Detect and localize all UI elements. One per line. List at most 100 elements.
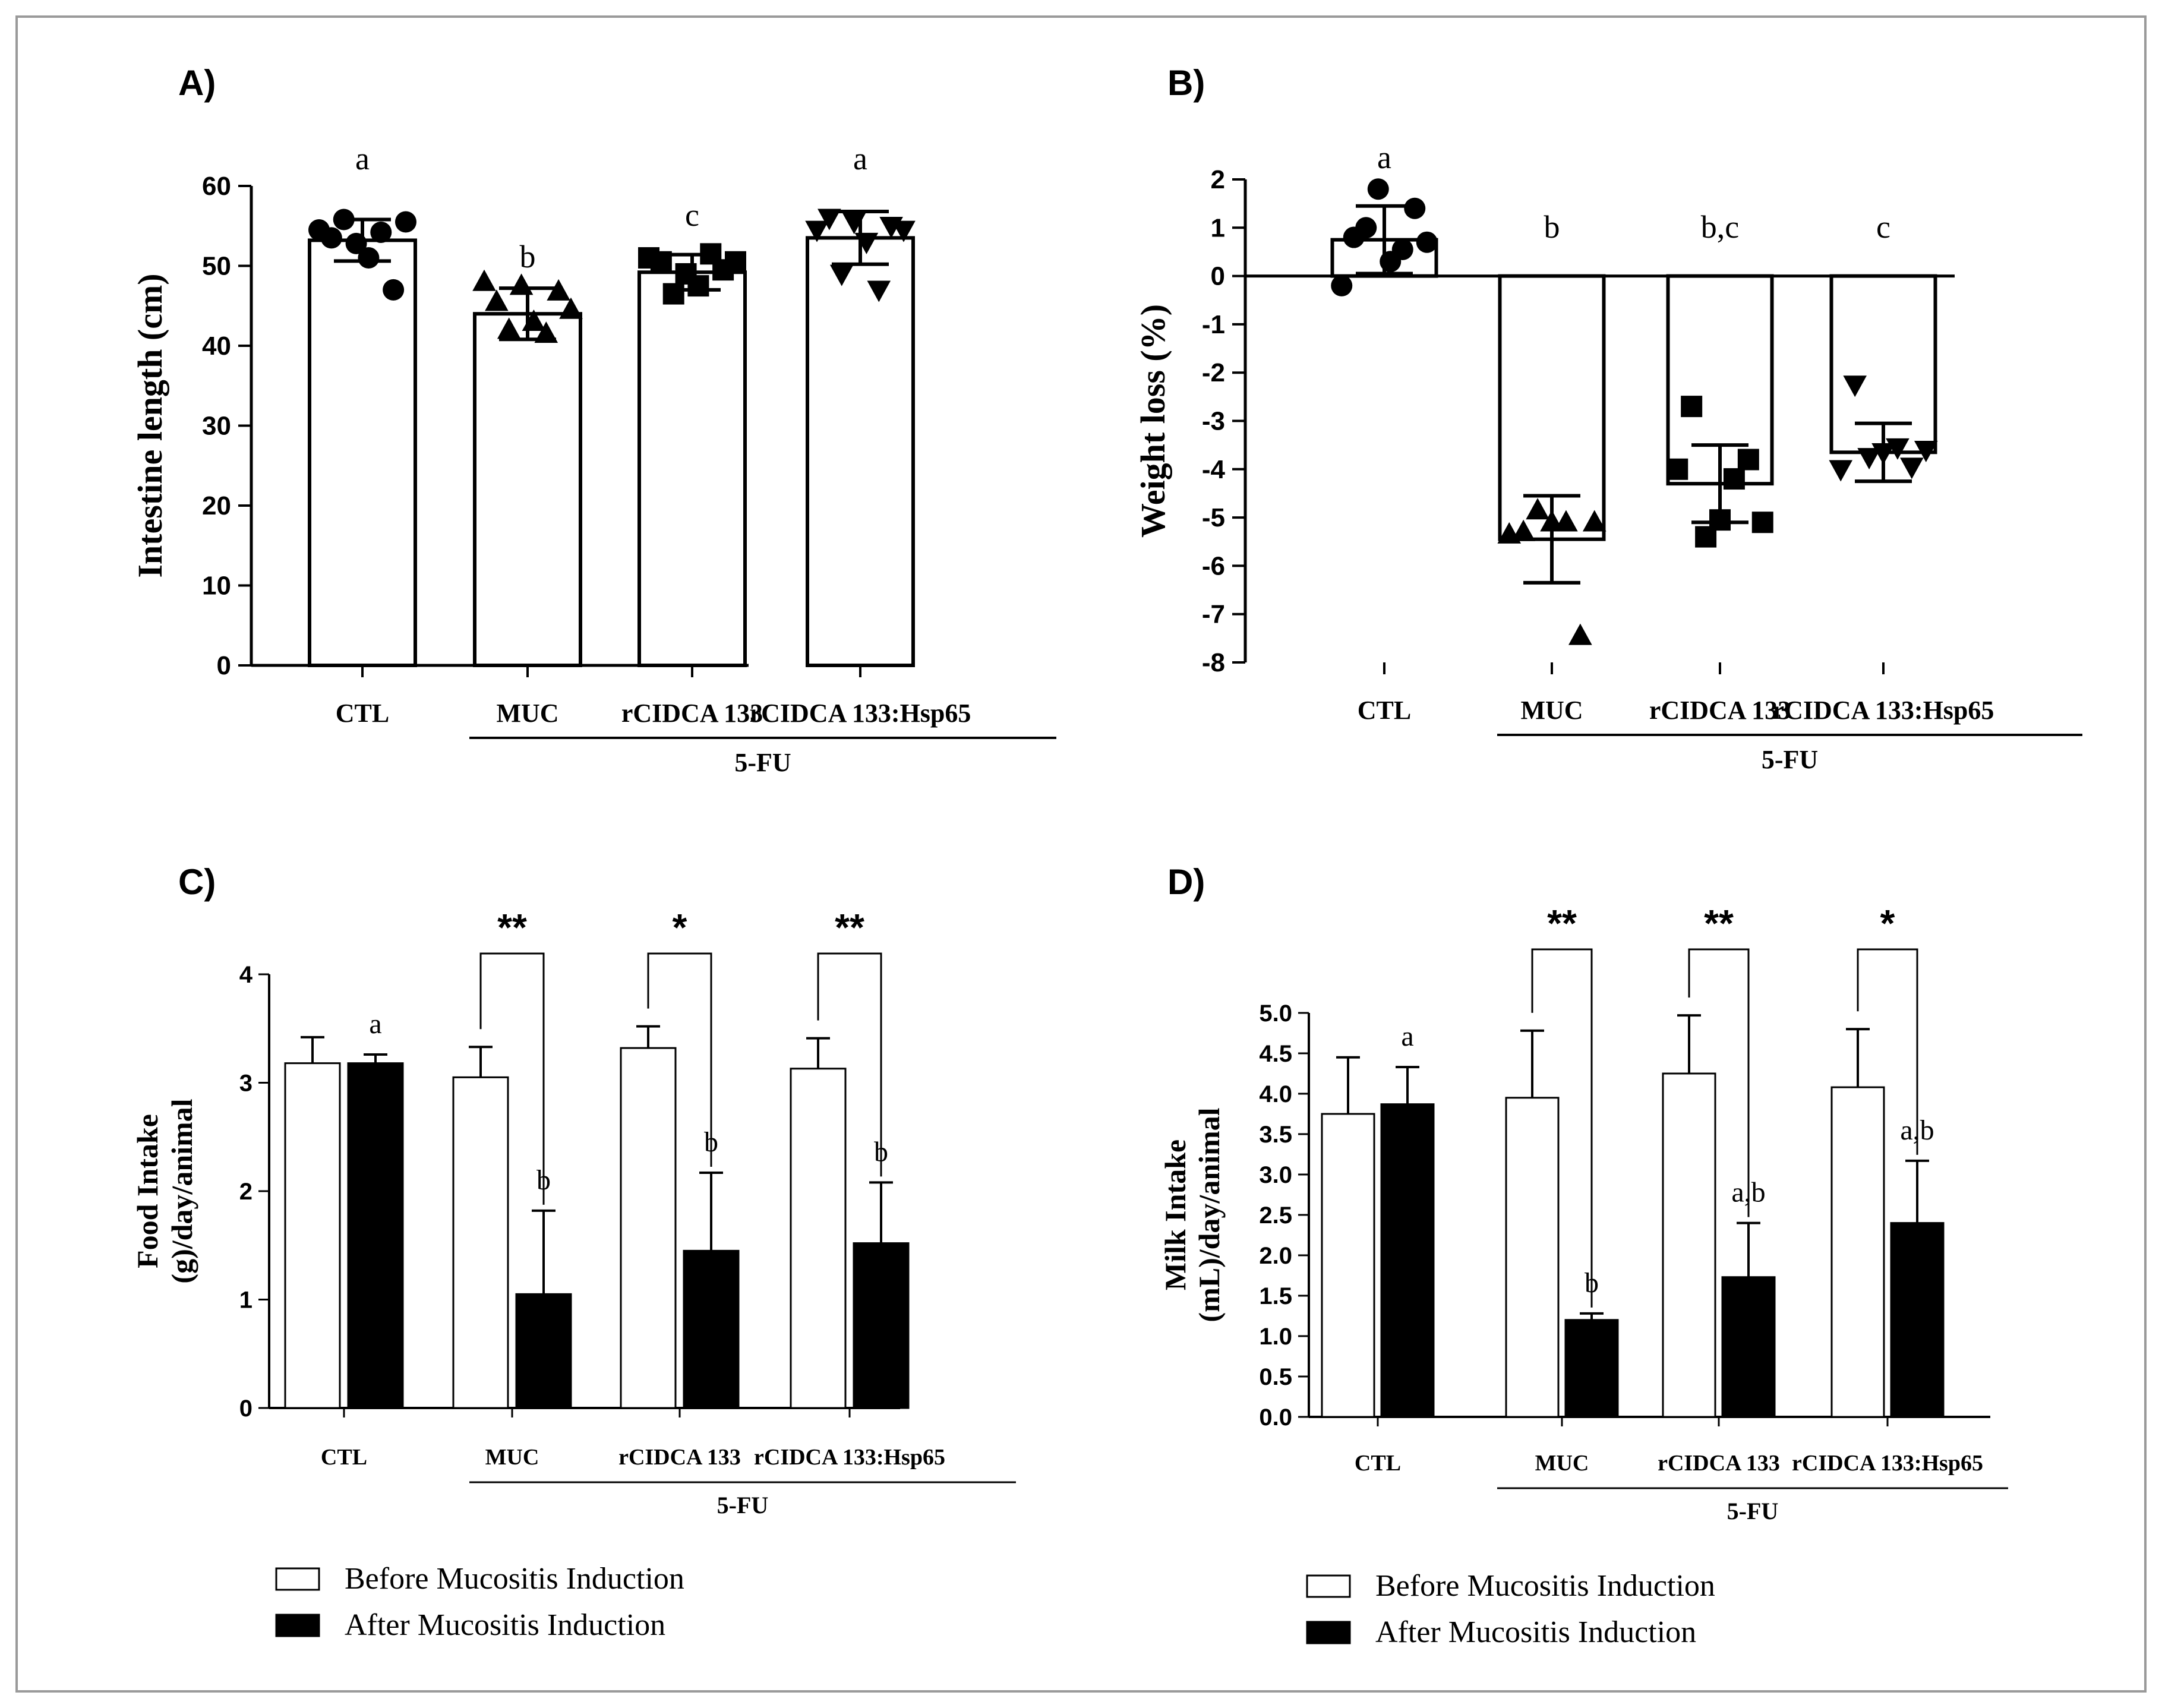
significance-stars: **	[497, 906, 527, 949]
data-point	[1331, 274, 1353, 296]
legend-label-before: Before Mucositis Induction	[1375, 1569, 1715, 1603]
bar-after	[1380, 1103, 1435, 1418]
data-point	[1900, 457, 1924, 479]
y-tick-label: 1.0	[1259, 1324, 1292, 1350]
x-tick-label: rCIDCA 133:Hsp65	[1773, 696, 1994, 725]
data-point	[724, 251, 746, 273]
data-point	[1554, 510, 1578, 532]
data-point	[818, 209, 841, 231]
x-tick-label: CTL	[1355, 1451, 1401, 1476]
bar-before	[620, 1047, 677, 1409]
group-label: 5-FU	[1727, 1498, 1779, 1524]
bar-before	[452, 1076, 509, 1409]
y-tick-label: 5.0	[1259, 1000, 1292, 1027]
data-point	[1355, 217, 1377, 239]
data-point	[829, 264, 854, 286]
y-tick-label: 60	[202, 172, 231, 201]
y-tick-label: -2	[1202, 358, 1225, 387]
bar	[473, 312, 582, 667]
y-axis-label: Milk Intake	[1159, 1139, 1192, 1290]
data-point	[1568, 623, 1592, 645]
y-tick-label: 4	[239, 962, 253, 988]
data-point	[892, 220, 916, 242]
y-axis-label: (mL)/day/animal	[1192, 1107, 1226, 1322]
bar-before	[790, 1068, 847, 1409]
legend-label-before: Before Mucositis Induction	[345, 1562, 684, 1596]
significance-letter: b	[1544, 209, 1560, 245]
panel-d: D) Milk Intake (mL)/day/animal 0.0 0.5 1.0 1.5…	[1159, 862, 2008, 1649]
significance-letter: a	[853, 141, 867, 176]
comparison-bracket	[817, 952, 882, 1177]
y-tick-label: 2	[239, 1179, 253, 1205]
comparison-bracket	[1688, 948, 1750, 1217]
bar	[308, 238, 417, 667]
y-tick-label: 40	[202, 332, 231, 361]
figure-frame	[15, 15, 2147, 1693]
bar-after	[1890, 1222, 1945, 1418]
significance-letter: b	[520, 239, 536, 274]
data-point	[1737, 449, 1759, 471]
bar	[637, 270, 747, 667]
y-tick-label: 2.5	[1259, 1202, 1292, 1229]
group-label: 5-FU	[717, 1492, 769, 1518]
x-tick-label: MUC	[1520, 696, 1583, 725]
significance-letter: b,c	[1701, 209, 1739, 245]
y-axis-label: Weight loss (%)	[1134, 304, 1172, 538]
group-label: 5-FU	[734, 748, 791, 777]
x-tick-label: CTL	[1358, 696, 1411, 725]
significance-letter: a	[1377, 140, 1391, 175]
data-point	[1843, 375, 1867, 397]
panel-label: B)	[1167, 63, 1205, 103]
data-point	[522, 309, 546, 331]
legend-swatch-before	[275, 1567, 320, 1591]
significance-letter: c	[1876, 209, 1890, 245]
y-tick-label: 2.0	[1259, 1243, 1292, 1269]
x-tick-label: MUC	[485, 1445, 539, 1470]
significance-letter: a	[369, 1008, 381, 1040]
bar-after	[515, 1293, 572, 1409]
y-tick-label: 20	[202, 491, 231, 520]
y-tick-label: 4.0	[1259, 1081, 1292, 1107]
data-point	[547, 279, 570, 301]
y-tick-label: 30	[202, 412, 231, 441]
y-tick-label: 1.5	[1259, 1283, 1292, 1309]
legend-swatch-before	[1306, 1574, 1351, 1598]
data-point	[1667, 458, 1688, 480]
bar-before	[284, 1062, 341, 1409]
data-point	[1886, 438, 1909, 460]
data-point	[1526, 498, 1549, 520]
legend-label-after: After Mucositis Induction	[1375, 1615, 1696, 1649]
data-point	[1709, 509, 1731, 531]
significance-letter: a	[1401, 1021, 1413, 1052]
significance-letter: a	[355, 141, 370, 176]
data-point	[854, 232, 879, 254]
x-tick-label: rCIDCA 133	[621, 699, 763, 728]
x-tick-label: CTL	[336, 699, 389, 728]
group-label: 5-FU	[1762, 745, 1818, 774]
y-tick-label: -7	[1202, 600, 1225, 629]
data-point	[662, 283, 684, 305]
data-point	[1582, 510, 1606, 532]
panel-a: A) Intestine length (cm) 0 10 20 30 40 50 60 CTL a…	[131, 63, 1056, 777]
data-point	[867, 280, 891, 302]
data-point	[320, 227, 342, 249]
data-point	[1681, 396, 1703, 418]
data-point	[394, 211, 416, 233]
significance-stars: **	[835, 906, 864, 949]
y-tick-label: 3.0	[1259, 1162, 1292, 1188]
y-tick-label: 10	[202, 572, 231, 601]
data-point	[650, 251, 672, 273]
panel-c: C)Food Intake (g)/day/animal01234CTLaMUCb…	[131, 862, 1016, 1642]
data-point	[1751, 512, 1773, 533]
x-tick-label: MUC	[1535, 1451, 1589, 1476]
x-tick-label: rCIDCA 133:Hsp65	[754, 1445, 945, 1470]
data-point	[687, 275, 709, 297]
y-tick-label: 0	[239, 1396, 253, 1422]
y-tick-label: 4.5	[1259, 1041, 1292, 1067]
panel-label: D)	[1167, 862, 1205, 902]
x-tick-label: CTL	[321, 1445, 367, 1470]
significance-stars: *	[1880, 902, 1895, 945]
legend-label-after: After Mucositis Induction	[345, 1608, 665, 1642]
data-point	[1857, 448, 1881, 470]
